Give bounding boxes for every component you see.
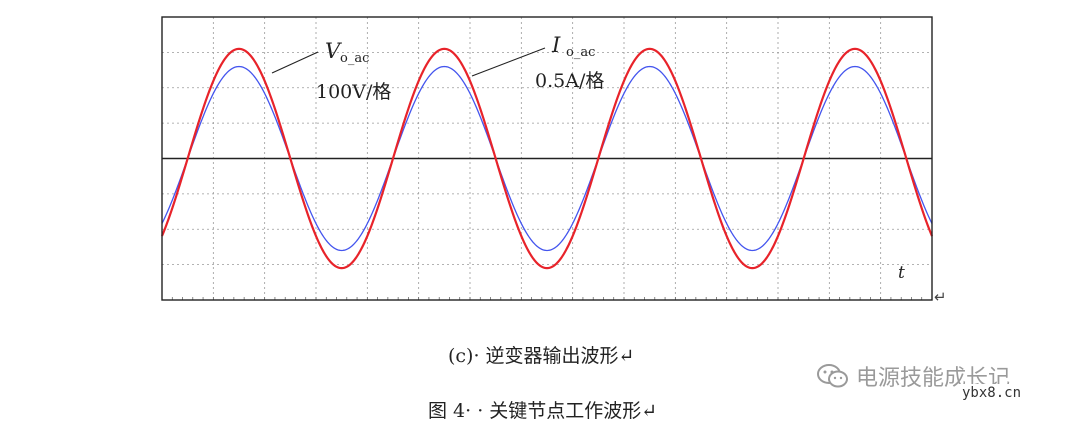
site-label: ybx8.cn <box>958 384 1026 402</box>
annotation-subscript: o_ac <box>340 51 369 66</box>
chart-grid <box>161 17 933 300</box>
chart-frame <box>161 16 933 301</box>
annotation-subscript: o_ac <box>566 45 595 60</box>
leader-line-v <box>271 51 319 74</box>
annotation-scale: 0.5A/格 <box>535 70 604 92</box>
annotation-symbol: I <box>551 33 561 57</box>
series-line-v-o-ac <box>160 47 934 270</box>
figure-caption: 图 4· · 关键节点工作波形↵ <box>428 400 658 422</box>
leader-line-i <box>471 47 546 77</box>
annotation-scale: 100V/格 <box>316 81 391 103</box>
chart-axis: t↵ <box>162 157 947 306</box>
return-mark: ↵ <box>934 288 947 306</box>
annotation-symbol: V <box>325 39 342 63</box>
wechat-icon <box>817 364 848 388</box>
watermark: 电源技能成长记 <box>816 360 1010 392</box>
x-axis-label: t <box>898 263 905 283</box>
series-layer <box>160 47 934 270</box>
subfigure-caption: (c)· 逆变器输出波形↵ <box>448 345 635 367</box>
